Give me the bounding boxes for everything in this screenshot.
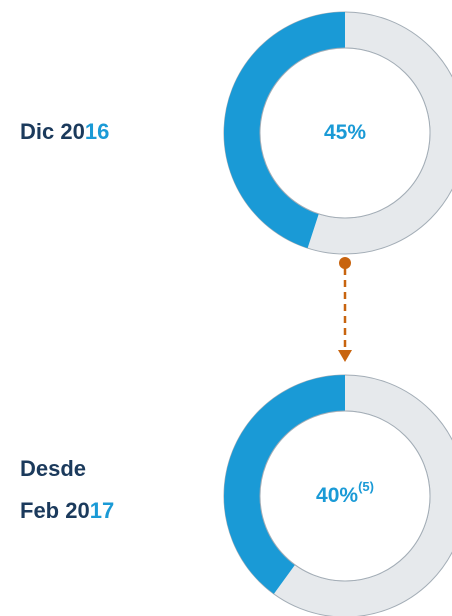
label-part: 16 bbox=[85, 119, 109, 144]
center-value: 40%(5) bbox=[316, 479, 374, 506]
inner-circle bbox=[259, 47, 431, 219]
value-label: 45% bbox=[324, 121, 366, 144]
period-label: Feb 2017 bbox=[20, 498, 114, 523]
arrow-head bbox=[338, 350, 352, 362]
label-part: Dic 20 bbox=[20, 119, 85, 144]
arrow bbox=[338, 257, 352, 362]
footnote: (5) bbox=[358, 479, 374, 494]
donut-segment bbox=[224, 375, 345, 594]
period-label: Desde bbox=[20, 456, 86, 481]
label-part: Feb 20 bbox=[20, 498, 90, 523]
value-label: 40% bbox=[316, 484, 358, 507]
center-value: 45% bbox=[324, 121, 366, 144]
donut-segment bbox=[224, 12, 345, 249]
arrow-dot bbox=[339, 257, 351, 269]
period-label: Dic 2016 bbox=[20, 119, 109, 144]
label-part: 17 bbox=[90, 498, 114, 523]
label-part: Desde bbox=[20, 456, 86, 481]
inner-circle bbox=[259, 410, 431, 582]
